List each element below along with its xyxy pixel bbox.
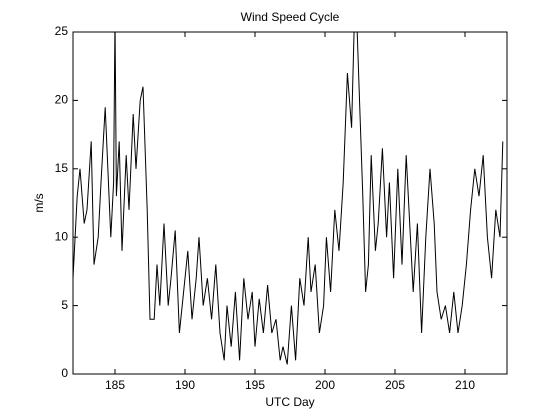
x-axis-label: UTC Day <box>265 395 314 409</box>
y-tick-label: 15 <box>55 161 69 175</box>
y-tick-label: 20 <box>55 93 69 107</box>
y-axis-label: m/s <box>32 193 46 212</box>
plot-box <box>72 31 508 375</box>
x-tick-label: 195 <box>245 378 265 392</box>
x-tick-label: 185 <box>105 378 125 392</box>
x-tick-label: 205 <box>385 378 405 392</box>
y-tick-label: 0 <box>61 366 68 380</box>
y-tick-label: 5 <box>61 298 68 312</box>
y-tick-label: 25 <box>55 24 69 38</box>
chart-title: Wind Speed Cycle <box>241 10 340 24</box>
x-tick-label: 210 <box>455 378 475 392</box>
y-tick-label: 10 <box>55 229 69 243</box>
x-tick-label: 190 <box>175 378 195 392</box>
x-tick-label: 200 <box>315 378 335 392</box>
data-line <box>73 32 504 365</box>
